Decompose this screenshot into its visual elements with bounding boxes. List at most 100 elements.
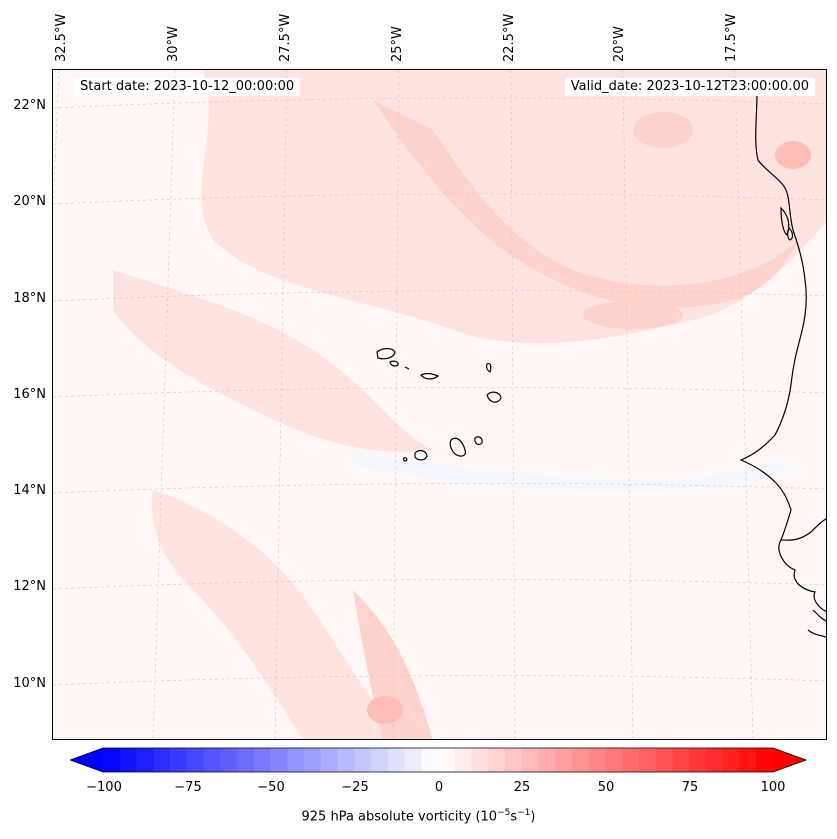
vorticity-blue-strip [353,450,788,492]
colorbar-segment [605,748,623,772]
vorticity-band-south [353,590,433,739]
vorticity-max-south [367,696,403,724]
valid-date-label: Valid_date: 2023-10-12T23:00:00.00 [564,78,815,96]
meridian-25w [392,70,400,739]
meridian-32-5w [53,70,60,211]
vorticity-max-coast [775,141,811,169]
island-sao-nicolau [420,372,440,380]
colorbar-segment [689,748,707,772]
meridian-30w [152,70,176,739]
coast-inlet-north [780,206,790,236]
colorbar-segment [488,748,506,772]
colorbar-segment [320,748,338,772]
colorbar-label-exp2: −1 [517,808,531,818]
colorbar-tick-75: 75 [681,780,699,795]
colorbar-segment [136,748,154,772]
meridian-20w [622,70,634,739]
island-brava [403,457,408,462]
colorbar-segment [304,748,322,772]
lat-label-20n: 20°N [13,194,46,209]
colorbar-segment [588,748,606,772]
colorbar-segment [622,748,640,772]
colorbar-segment [203,748,221,772]
meridian-22-5w [510,70,516,739]
island-maio [474,436,483,445]
parallel-20n [53,193,826,205]
colorbar-segment [220,748,238,772]
colorbar-segment [572,748,590,772]
lon-label-27-5w: 27.5°W [278,13,293,62]
colorbar-segment [521,748,539,772]
lon-label-32-5w: 32.5°W [54,13,69,62]
colorbar-segment [505,748,523,772]
island-santiago [449,437,466,457]
vorticity-band-north [201,70,826,344]
colorbar-segment [103,748,121,772]
colorbar-segment [756,748,774,772]
vorticity-band-west [113,270,433,452]
colorbar-label-exp1: −5 [497,808,511,818]
africa-coast-south [778,539,826,612]
start-date-label: Start date: 2023-10-12_00:00:00 [74,78,301,96]
colorbar-label-prefix: 925 hPa absolute vorticity (10 [301,809,498,825]
lat-label-10n: 10°N [13,676,46,691]
colorbar-segment [170,748,188,772]
lat-label-22n: 22°N [13,98,46,113]
parallel-22n [53,97,826,109]
vorticity-max-north [633,112,693,148]
colorbar-segment [672,748,690,772]
lat-label-16n: 16°N [13,387,46,402]
meridian-17-5w [734,70,754,739]
meridian-27-5w [274,70,288,739]
colorbar-tick-25: 25 [513,780,531,795]
colorbar-segment [722,748,740,772]
lon-label-17-5w: 17.5°W [724,13,739,62]
colorbar-segment [555,748,573,772]
coast-inlet-mid [787,226,794,241]
colorbar-label: 925 hPa absolute vorticity (10−5s−1) [0,808,837,824]
colorbar-segment [655,748,673,772]
colorbar-segment [706,748,724,772]
lon-label-30w: 30°W [166,26,181,62]
colorbar-segment [471,748,489,772]
vorticity-max-central [583,301,683,329]
colorbar-segments [70,748,806,772]
graticule [53,70,826,739]
island-sal [486,362,492,373]
coastlines [376,79,826,638]
lat-label-14n: 14°N [13,483,46,498]
parallel-16n [53,387,826,398]
vorticity-field [113,70,826,739]
colorbar-segment [287,748,305,772]
colorbar-segment [153,748,171,772]
island-sao-vicente [389,360,399,367]
vorticity-map [53,70,826,739]
island-boa-vista [486,391,502,403]
colorbar-segment [454,748,472,772]
map-area [52,69,827,740]
colorbar-segment [538,748,556,772]
colorbar-tick-neg25: −25 [341,780,369,795]
colorbar-segment [371,748,389,772]
africa-coastline [739,79,826,541]
colorbar-segment [387,748,405,772]
colorbar-tick-100: 100 [760,780,786,795]
parallel-18n [53,290,826,302]
vorticity-band-diagonal [373,100,798,308]
lon-label-20w: 20°W [612,26,627,62]
colorbar-tick-neg75: −75 [174,780,202,795]
colorbar-segment [237,748,255,772]
vorticity-band-southwest [152,490,411,739]
colorbar-label-mid: s [510,809,518,825]
colorbar-segment [739,748,757,772]
colorbar-tick-neg50: −50 [257,780,285,795]
colorbar [70,747,808,773]
colorbar-segment [270,748,288,772]
colorbar-segment [119,748,137,772]
parallel-12n [53,579,826,590]
colorbar-segment [438,748,456,772]
lat-label-18n: 18°N [13,291,46,306]
colorbar-tick-neg100: −100 [86,780,122,795]
colorbar-extend-max-arrow [773,748,806,772]
coast-islands-south [807,609,826,638]
